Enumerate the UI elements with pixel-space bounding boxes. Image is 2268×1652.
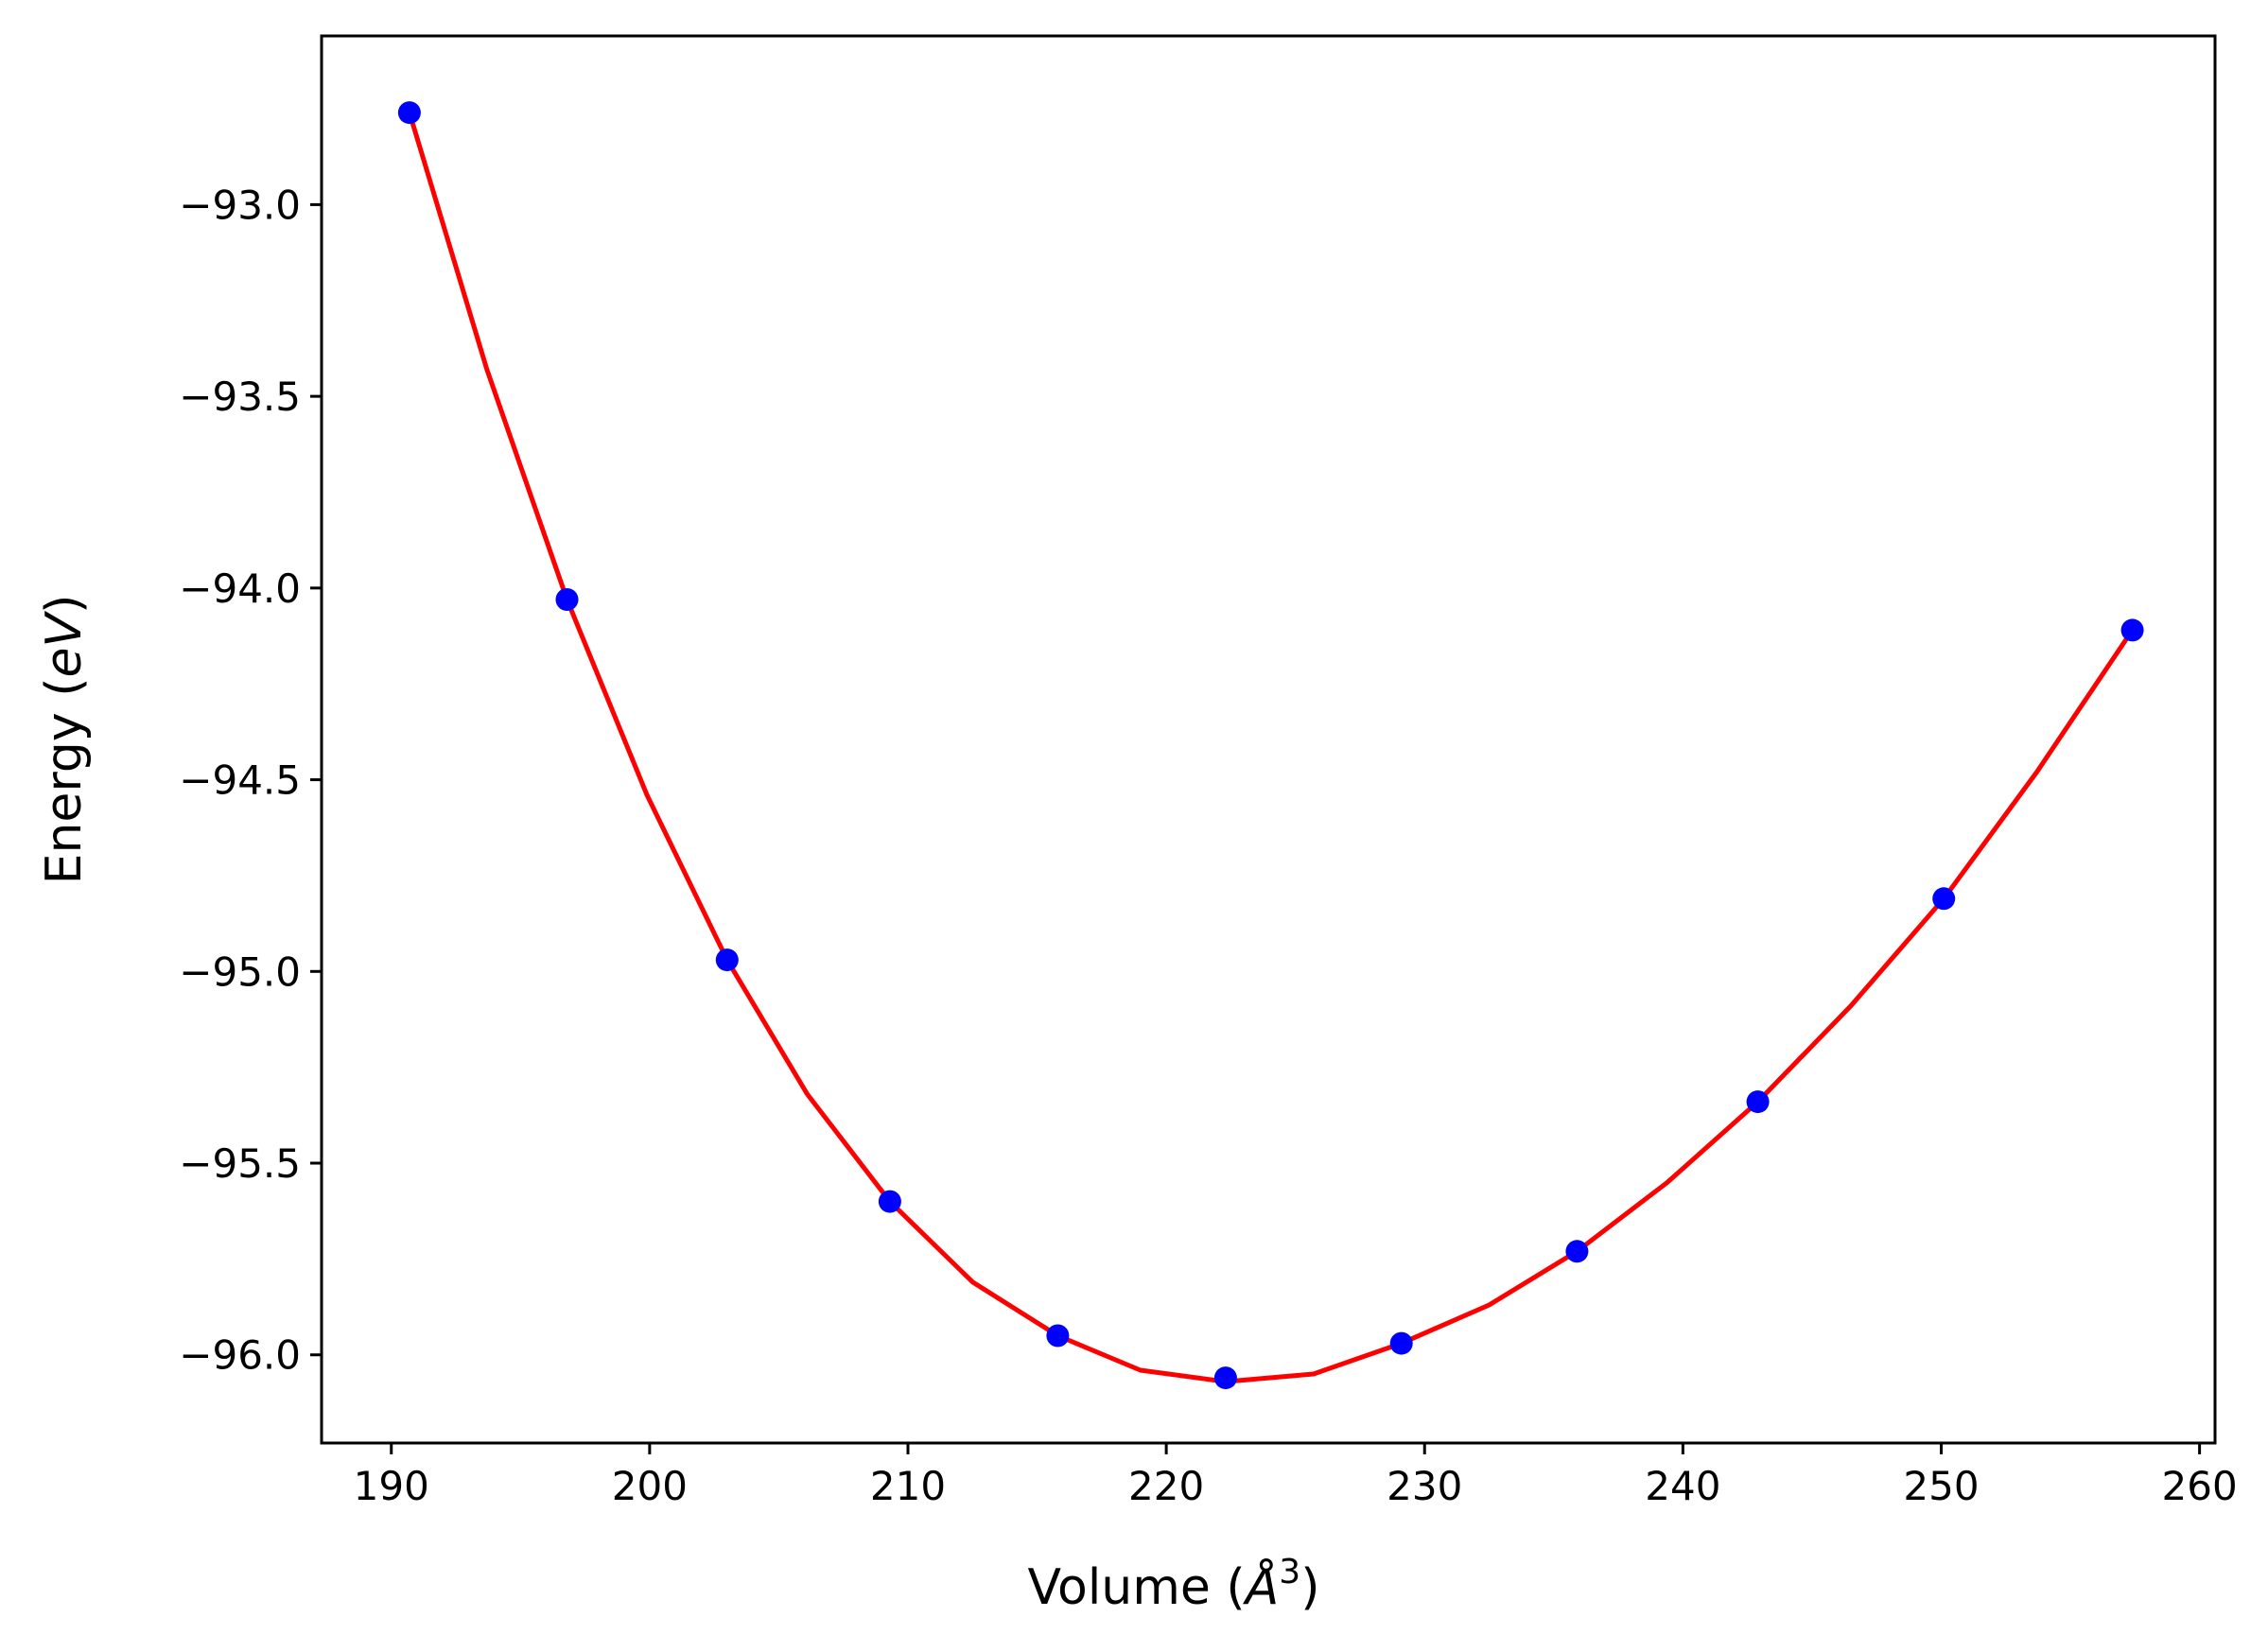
data-point [2120, 618, 2144, 642]
data-point [397, 101, 421, 125]
x-tick-label: 230 [1387, 1463, 1462, 1509]
y-tick-label: −95.0 [179, 948, 301, 995]
x-axis-title-close: ) [1300, 1559, 1319, 1616]
x-axis-title-exponent: 3 [1279, 1553, 1300, 1591]
data-point [1565, 1240, 1589, 1263]
x-axis-ticks: 190 200 210 220 230 240 250 260 [354, 1443, 2238, 1509]
x-axis-title: Volume (Å3) [1028, 1553, 1320, 1616]
data-point [1046, 1324, 1070, 1348]
x-tick-label: 250 [1903, 1463, 1979, 1509]
data-points-layer [397, 101, 2144, 1390]
x-tick-label: 210 [870, 1463, 946, 1509]
y-axis-ticks: −93.0 −93.5 −94.0 −94.5 −95.0 −95.5 −96.0 [179, 182, 322, 1379]
data-point [715, 948, 739, 972]
data-point [1389, 1331, 1413, 1355]
y-tick-label: −95.5 [179, 1140, 301, 1187]
x-tick-label: 240 [1645, 1463, 1720, 1509]
y-axis-title-text: Energy ( [36, 678, 93, 885]
data-point [1932, 887, 1956, 911]
data-point [878, 1190, 901, 1213]
x-tick-label: 260 [2162, 1463, 2238, 1509]
y-tick-label: −93.5 [179, 374, 301, 420]
y-tick-label: −94.5 [179, 757, 301, 804]
y-axis-title-close: ) [36, 595, 93, 614]
x-axis-title-unit: Å [1243, 1557, 1280, 1616]
data-point [1213, 1366, 1237, 1390]
x-tick-label: 190 [354, 1463, 429, 1509]
data-point [555, 588, 579, 611]
data-point [1746, 1090, 1770, 1114]
x-tick-label: 200 [612, 1463, 688, 1509]
x-tick-label: 220 [1128, 1463, 1204, 1509]
y-tick-label: −93.0 [179, 182, 301, 228]
y-axis-title: Energy (eV) [36, 595, 93, 885]
plot-area-frame [320, 34, 2217, 1445]
x-axis-title-text: Volume ( [1028, 1559, 1246, 1616]
y-axis-title-unit: eV [36, 611, 93, 678]
y-tick-label: −94.0 [179, 565, 301, 612]
y-tick-label: −96.0 [179, 1332, 301, 1379]
